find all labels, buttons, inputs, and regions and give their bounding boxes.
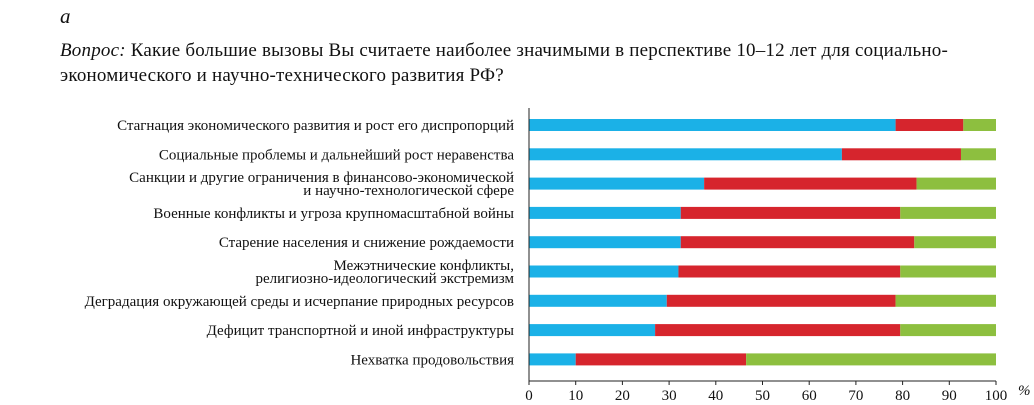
bar-segment-2	[841, 148, 961, 161]
bar-segment-3	[916, 177, 996, 190]
x-tick-label: 20	[615, 388, 630, 404]
x-tick-label: 0	[525, 388, 533, 404]
bar-segment-2	[895, 119, 964, 131]
x-tick-label: 90	[942, 388, 957, 404]
category-label: Стагнация экономического развития и рост…	[117, 118, 514, 134]
question-body: Какие большие вызовы Вы считаете наиболе…	[60, 40, 948, 86]
bar-segment-1	[529, 206, 681, 219]
bars-layer	[529, 119, 996, 366]
bar-segment-1	[529, 177, 705, 190]
x-tick-label: 60	[802, 388, 817, 404]
bar-segment-2	[680, 206, 901, 219]
bar-segment-3	[900, 206, 996, 219]
bar-segment-1	[529, 265, 679, 278]
bar-segment-3	[895, 294, 996, 307]
bar-segment-1	[529, 324, 656, 337]
category-label: Санкции и другие ограничения в финансово…	[129, 170, 514, 199]
category-label: Дефицит транспортной и иной инфраструкту…	[207, 323, 514, 339]
x-tick-label: 30	[662, 388, 677, 404]
bar-segment-2	[655, 324, 901, 337]
panel-letter: а	[60, 4, 71, 28]
bar-segment-2	[666, 294, 896, 307]
bar-segment-2	[704, 177, 917, 190]
bar-segment-1	[529, 148, 842, 161]
bar-segment-3	[914, 236, 996, 249]
category-label-line: религиозно-идеологический экстремизм	[255, 271, 514, 287]
category-label: Военные конфликты и угроза крупномасштаб…	[153, 206, 514, 222]
bar-segment-2	[678, 265, 901, 278]
x-tick-label: 50	[755, 388, 770, 404]
category-label-line: Санкции и другие ограничения в финансово…	[129, 170, 514, 186]
category-label: Нехватка продовольствия	[350, 352, 514, 368]
bar-segment-3	[900, 324, 996, 337]
bar-segment-1	[529, 236, 681, 249]
bar-segment-3	[746, 353, 996, 366]
x-axis: 0 10 20 30 40 50 60 70 80 90 100%	[525, 108, 1031, 404]
bar-segment-1	[529, 119, 896, 131]
x-tick-label: 70	[848, 388, 863, 404]
category-labels: Стагнация экономического развития и рост…	[85, 118, 515, 368]
category-label-line: и научно-технологической сфере	[303, 183, 514, 199]
x-unit-label: %	[1018, 383, 1031, 399]
bar-segment-3	[960, 148, 996, 161]
bar-segment-2	[680, 236, 915, 249]
question-label: Вопрос:	[60, 40, 126, 61]
x-tick-label: 10	[568, 388, 583, 404]
category-label: Деградация окружающей среды и исчерпание…	[85, 294, 514, 310]
x-tick-label: 100	[985, 388, 1008, 404]
category-label: Межэтнические конфликты, религиозно-идеол…	[255, 258, 514, 287]
bar-segment-1	[529, 353, 576, 366]
bar-segment-3	[963, 119, 996, 131]
category-label: Социальные проблемы и дальнейший рост не…	[159, 147, 514, 163]
question-text: Вопрос: Какие большие вызовы Вы считаете…	[60, 38, 1000, 88]
bar-segment-3	[900, 265, 996, 278]
x-tick-label: 40	[708, 388, 723, 404]
category-label-line: Межэтнические конфликты,	[333, 258, 514, 274]
x-tick-label: 80	[895, 388, 910, 404]
bar-segment-1	[529, 294, 667, 307]
bar-segment-2	[575, 353, 747, 366]
category-label: Старение населения и снижение рождаемост…	[219, 235, 514, 251]
